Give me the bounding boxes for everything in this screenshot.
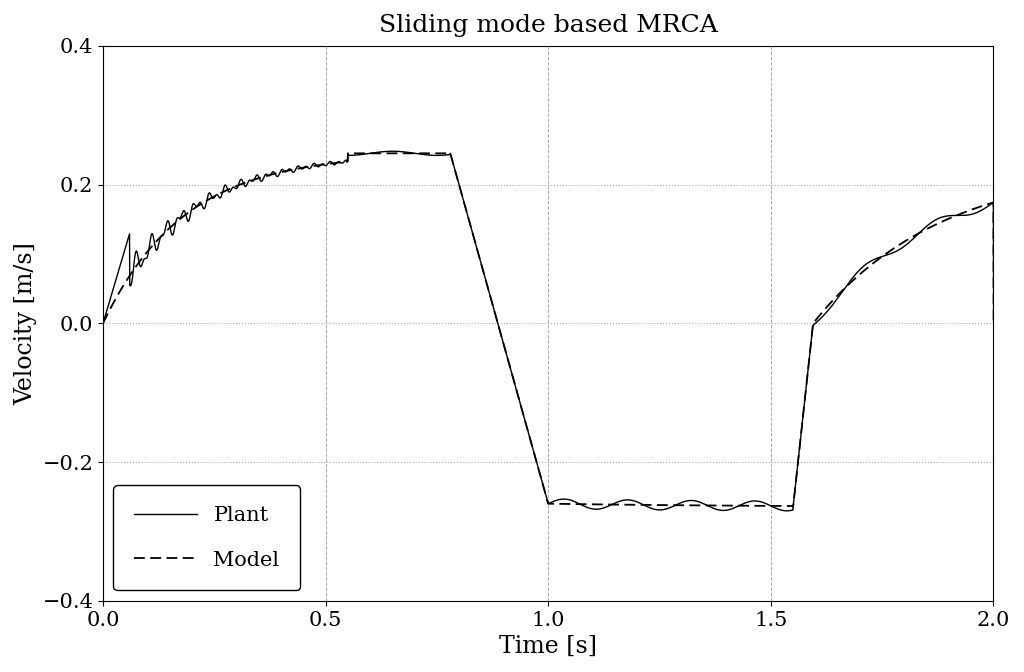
Legend: Plant, Model: Plant, Model [114,485,300,591]
Line: Model: Model [103,153,993,507]
Line: Plant: Plant [103,151,993,511]
Title: Sliding mode based MRCA: Sliding mode based MRCA [379,14,718,37]
Model [901,236,913,244]
X-axis label: Time [s]: Time [s] [500,635,597,658]
Plant [386,147,398,155]
Model [928,222,940,230]
Model [482,286,495,294]
Model [786,503,799,511]
Plant [97,319,110,327]
Plant [901,241,913,249]
Y-axis label: Velocity [m/s]: Velocity [m/s] [14,242,37,405]
Model [683,501,695,509]
Plant [683,497,695,505]
Model [523,432,536,440]
Plant [987,319,999,327]
Plant [523,432,536,440]
Model [729,501,741,509]
Model [987,319,999,327]
Plant [729,503,741,511]
Plant [780,507,793,515]
Plant [482,286,495,294]
Plant [928,217,940,225]
Model [342,149,354,157]
Model [97,319,110,327]
